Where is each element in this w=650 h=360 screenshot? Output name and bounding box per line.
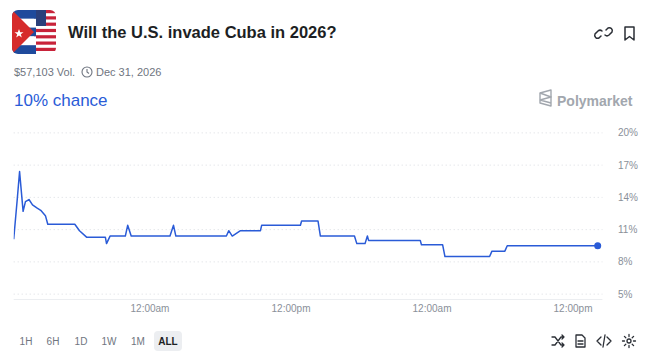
end-date: Dec 31, 2026 — [96, 66, 161, 78]
flag-stripe — [34, 42, 56, 45]
settings-icon[interactable] — [623, 335, 636, 348]
grid-line — [14, 132, 603, 133]
y-tick-label: 14% — [618, 192, 638, 203]
y-tick-label: 20% — [618, 127, 638, 138]
x-tick-label: 12:00am — [131, 303, 170, 314]
plot-area — [14, 172, 601, 257]
brand-logo-part — [540, 90, 551, 106]
x-axis — [14, 299, 603, 300]
headline: 10% chance — [14, 91, 108, 110]
code-icon[interactable] — [597, 335, 611, 347]
flag-star — [15, 29, 24, 37]
x-tick-label: 12:00pm — [272, 303, 311, 314]
range-button[interactable]: ALL — [158, 336, 177, 347]
link-part — [595, 30, 602, 38]
flag-bg — [12, 10, 56, 54]
title: Will the U.S. invade Cuba in 2026? — [68, 23, 337, 41]
brand-logo-part — [540, 93, 551, 103]
volume: $57,103 Vol. — [14, 66, 75, 78]
clock-hands — [87, 69, 89, 74]
market-icon — [12, 10, 56, 54]
y-tick-label: 17% — [618, 160, 638, 171]
range-button[interactable]: 1M — [131, 336, 145, 347]
range-button[interactable]: 1D — [75, 336, 88, 347]
brand: Polymarket — [557, 93, 633, 109]
clock-icon — [82, 67, 92, 77]
flag-stripe — [34, 29, 56, 32]
flag-triangle — [12, 10, 34, 54]
range-button[interactable]: 1H — [20, 336, 33, 347]
last-point — [594, 242, 601, 249]
chart-card: Will the U.S. invade Cuba in 2026? $57,10… — [0, 0, 650, 360]
flag-stripe — [34, 48, 56, 51]
clock-face — [82, 67, 92, 77]
x-tick-label: 12:00am — [413, 303, 452, 314]
flag-stripe — [34, 35, 56, 38]
grid-line — [14, 261, 603, 262]
grid-line — [14, 294, 603, 295]
y-tick-label: 11% — [618, 224, 637, 235]
brand-logo — [540, 90, 551, 106]
grid-line — [14, 229, 603, 230]
range-active-bg — [154, 331, 182, 351]
link-part — [605, 28, 612, 36]
range-button[interactable]: 6H — [47, 336, 60, 347]
price-line — [14, 172, 598, 257]
y-tick-label: 8% — [618, 256, 633, 267]
grid-line — [14, 197, 603, 198]
shuffle-icon[interactable] — [552, 335, 564, 347]
grid-line — [14, 165, 603, 166]
y-tick-label: 5% — [618, 289, 633, 300]
x-tick-label: 12:00pm — [554, 303, 593, 314]
doc-icon[interactable] — [576, 335, 585, 347]
settings-icon-hub — [627, 339, 631, 343]
bookmark-icon[interactable] — [625, 27, 634, 40]
link-icon[interactable] — [595, 28, 613, 39]
range-button[interactable]: 1W — [102, 336, 118, 347]
